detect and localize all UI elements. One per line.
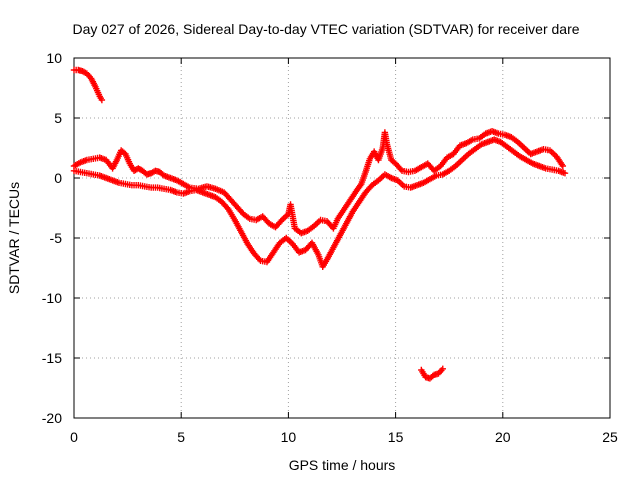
x-tick-label: 15 (388, 429, 404, 445)
y-tick-label: 5 (54, 110, 62, 126)
y-axis-label: SDTVAR / TECUs (6, 182, 22, 294)
y-tick-label: -15 (42, 350, 62, 366)
data-points (70, 66, 569, 382)
data-point (98, 96, 106, 104)
x-tick-label: 20 (495, 429, 511, 445)
x-axis-ticks: 0 5 10 15 20 25 (70, 58, 618, 445)
x-tick-label: 10 (281, 429, 297, 445)
chart-title: Day 027 of 2026, Sidereal Day-to-day VTE… (72, 21, 579, 37)
y-tick-label: -10 (42, 290, 62, 306)
y-tick-label: 0 (54, 170, 62, 186)
y-tick-label: -20 (42, 410, 62, 426)
x-tick-label: 0 (70, 429, 78, 445)
y-tick-label: -5 (50, 230, 63, 246)
y-tick-label: 10 (46, 50, 62, 66)
x-tick-label: 25 (602, 429, 618, 445)
x-axis-label: GPS time / hours (289, 457, 396, 473)
data-point (559, 162, 567, 170)
data-point (561, 170, 569, 177)
x-tick-label: 5 (177, 429, 185, 445)
data-point (439, 365, 446, 372)
y-axis-ticks: -20 -15 -10 -5 0 5 10 (42, 50, 610, 426)
